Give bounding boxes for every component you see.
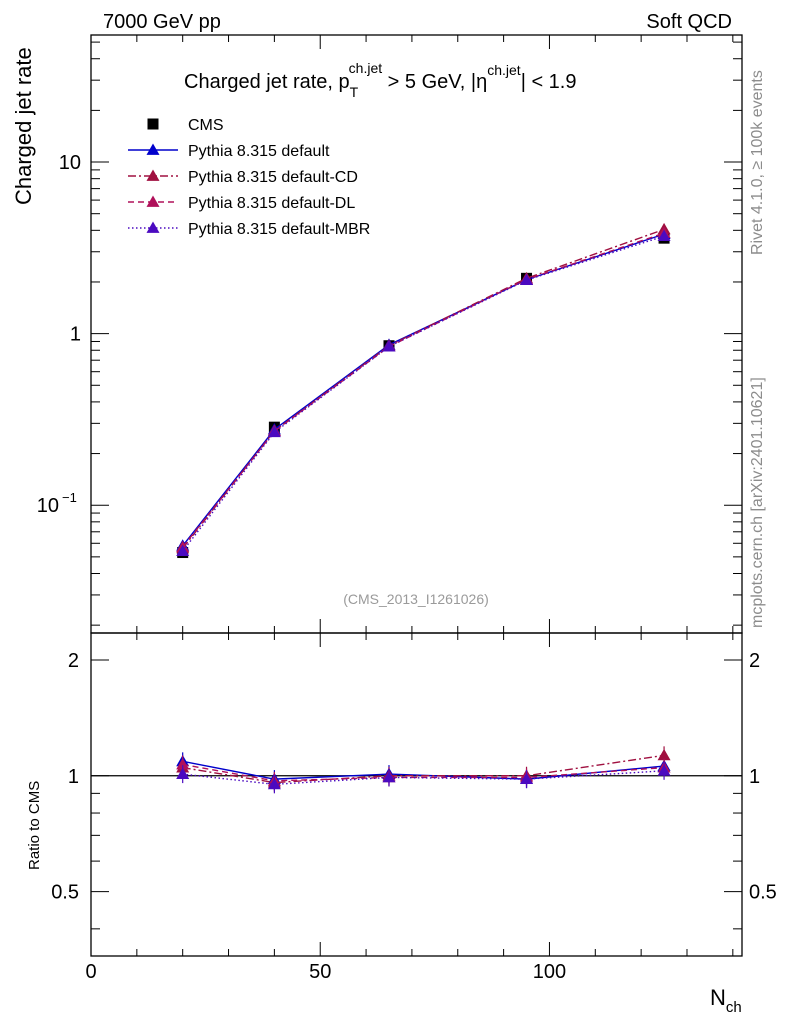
title-part-1: Charged jet rate, p: [184, 71, 350, 93]
ratio-y-tick-label-right: 2: [749, 650, 760, 672]
legend-entry-4: Pythia 8.315 default-MBR: [128, 221, 370, 238]
main-y-axis-label: Charged jet rate: [11, 47, 36, 205]
main-y-tick-label: 10: [59, 152, 81, 174]
data-series: [176, 222, 671, 794]
ratio-y-tick-label-left: 0.5: [51, 882, 79, 904]
legend: CMS Pythia 8.315 default Pythia 8.315 defa…: [128, 117, 370, 238]
legend-label: CMS: [188, 117, 224, 134]
series-line-main: [182, 228, 665, 549]
legend-label: Pythia 8.315 default: [188, 143, 330, 160]
ratio-point-marker: [657, 764, 671, 776]
legend-marker: [146, 169, 160, 181]
main-y-tick-label: 1: [70, 324, 81, 346]
data-point-marker: [267, 425, 281, 438]
plot-title: Charged jet rate, pTch.jet > 5 GeV, |ηch…: [184, 60, 576, 100]
legend-entry-3: Pythia 8.315 default-DL: [128, 195, 355, 212]
x-tick-label: 100: [533, 961, 566, 983]
x-tick-label: 50: [309, 961, 331, 983]
legend-marker: [146, 195, 160, 207]
series-0: [177, 232, 670, 559]
title-part-2: > 5 GeV, |η: [382, 71, 487, 93]
legend-marker: [147, 118, 159, 130]
ratio-y-tick-label-left: 2: [68, 650, 79, 672]
legend-label: Pythia 8.315 default-CD: [188, 169, 358, 186]
ratio-y-tick-label-right: 1: [749, 766, 760, 788]
data-point-marker: [657, 229, 671, 242]
series-line-ratio: [182, 763, 665, 782]
x-axis-label: Nch: [710, 985, 742, 1016]
ratio-point-marker: [520, 772, 534, 785]
legend-label: Pythia 8.315 default-MBR: [188, 221, 370, 238]
series-3: [176, 226, 671, 790]
data-point-marker: [176, 544, 190, 557]
ratio-plot-frame: [90, 632, 743, 957]
series-1: [176, 227, 671, 789]
title-sup-2: ch.jet: [487, 62, 521, 78]
main-y-tick-label: 10: [37, 495, 59, 517]
ratio-y-tick-label-left: 1: [68, 766, 79, 788]
ratio-point-marker: [657, 748, 671, 761]
category-label: Soft QCD: [646, 11, 732, 33]
series-4: [176, 229, 671, 794]
ratio-point-marker: [267, 777, 281, 790]
legend-entry-2: Pythia 8.315 default-CD: [128, 169, 358, 186]
legend-marker: [146, 143, 160, 155]
ratio-point-marker: [176, 767, 190, 779]
ratio-point-marker: [382, 770, 396, 783]
ratio-y-axis-label: Ratio to CMS: [26, 781, 43, 870]
title-sub-T: T: [350, 84, 359, 100]
series-line-ratio: [182, 754, 665, 784]
legend-marker: [146, 221, 160, 233]
legend-entry-0: CMS: [147, 117, 224, 134]
x-tick-label: 0: [85, 961, 96, 983]
main-y-tick-label-exponent: −1: [62, 490, 77, 505]
ratio-point-marker: [176, 757, 190, 770]
series-line-ratio: [182, 760, 665, 780]
title-sup-1: ch.jet: [349, 60, 383, 76]
beam-label: 7000 GeV pp: [103, 11, 221, 33]
series-line-main: [182, 233, 665, 547]
ratio-y-tick-label-right: 0.5: [749, 882, 777, 904]
series-line-main: [182, 235, 665, 552]
rivet-version-label: Rivet 4.1.0, ≥ 100k events: [749, 70, 766, 255]
data-point-marker: [520, 273, 534, 286]
data-point-marker: [382, 340, 396, 352]
title-part-3: | < 1.9: [521, 71, 577, 93]
analysis-tag: (CMS_2013_I1261026): [343, 591, 489, 607]
legend-label: Pythia 8.315 default-DL: [188, 195, 355, 212]
legend-entry-1: Pythia 8.315 default: [128, 143, 330, 160]
series-2: [176, 222, 671, 792]
series-line-main: [182, 232, 665, 548]
mcplots-reference-label: mcplots.cern.ch [arXiv:2401.10621]: [749, 377, 766, 628]
